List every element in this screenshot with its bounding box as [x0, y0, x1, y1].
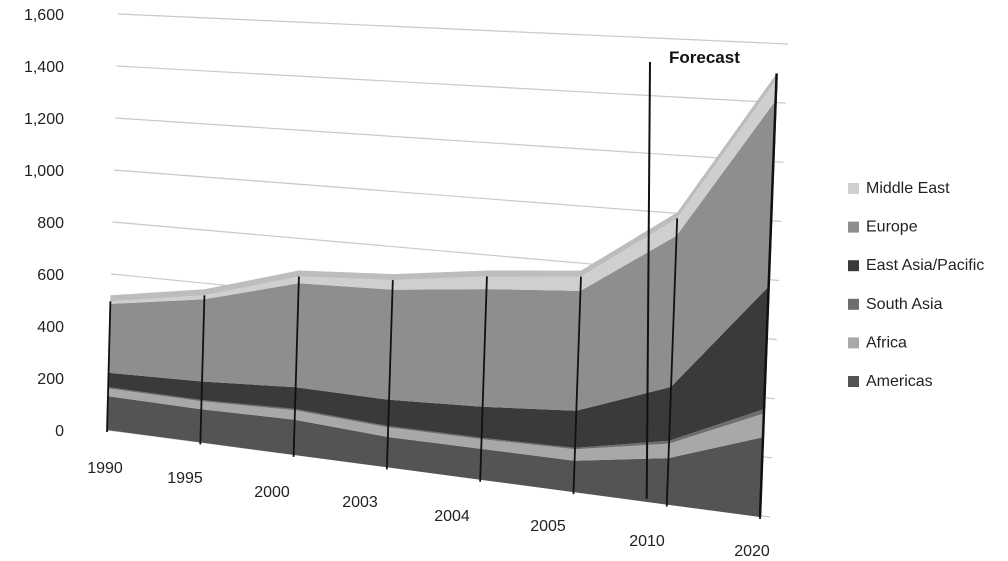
series-area-east-asia-pacific [108, 286, 769, 448]
y-tick-label: 400 [37, 319, 64, 336]
y-tick-label: 200 [37, 371, 64, 388]
legend-swatch [848, 376, 859, 387]
legend-label: South Asia [866, 296, 943, 313]
x-tick-label: 2003 [342, 494, 378, 511]
legend: Middle East Europe East Asia/Pacific South … [848, 180, 984, 390]
category-drop-lines [106, 61, 778, 520]
legend-label: East Asia/Pacific [866, 257, 984, 274]
y-tick-label: 0 [55, 423, 64, 440]
y-tick-label: 600 [37, 267, 64, 284]
gridline [116, 65, 786, 104]
series-areas [107, 73, 777, 517]
x-tick-label: 2005 [530, 518, 566, 535]
legend-swatch [848, 183, 859, 194]
y-tick-label: 1,000 [24, 163, 64, 180]
drop-line [292, 276, 300, 457]
drop-line [479, 276, 488, 482]
y-tick-label: 800 [37, 215, 64, 232]
forecast-divider-line [645, 61, 651, 499]
series-area-americas [107, 396, 763, 517]
gridline [117, 13, 789, 45]
drop-line [572, 276, 582, 495]
x-tick-label: 2020 [734, 543, 770, 560]
drop-line [106, 301, 112, 433]
gridline [113, 169, 782, 222]
legend-label: Europe [866, 219, 918, 236]
x-tick-label: 1990 [87, 460, 123, 477]
legend-label: Americas [866, 373, 933, 390]
y-tick-label: 1,200 [24, 111, 64, 128]
legend-swatch [848, 298, 859, 310]
x-tick-label: 2004 [434, 508, 470, 525]
x-tick-label: 1995 [167, 470, 203, 487]
legend-label: Middle East [866, 180, 950, 197]
x-tick-label: 2000 [254, 484, 290, 501]
right-edge-line [758, 73, 778, 518]
legend-swatch [848, 221, 859, 233]
y-axis: 0 200 400 600 800 1,000 1,200 1,400 1,600 [24, 7, 64, 440]
x-tick-label: 2010 [629, 533, 665, 550]
series-area-europe [108, 100, 776, 411]
gridline [115, 117, 784, 163]
drop-line [665, 218, 679, 507]
drop-line [385, 280, 394, 470]
y-tick-label: 1,600 [24, 7, 64, 24]
legend-swatch [848, 337, 859, 349]
legend-swatch [848, 260, 859, 272]
x-axis: 1990 1995 2000 2003 2004 2005 2010 2020 [87, 460, 770, 560]
y-tick-label: 1,400 [24, 59, 64, 76]
drop-line [199, 295, 206, 445]
forecast-annotation: Forecast [669, 48, 740, 67]
legend-label: Africa [866, 334, 907, 351]
